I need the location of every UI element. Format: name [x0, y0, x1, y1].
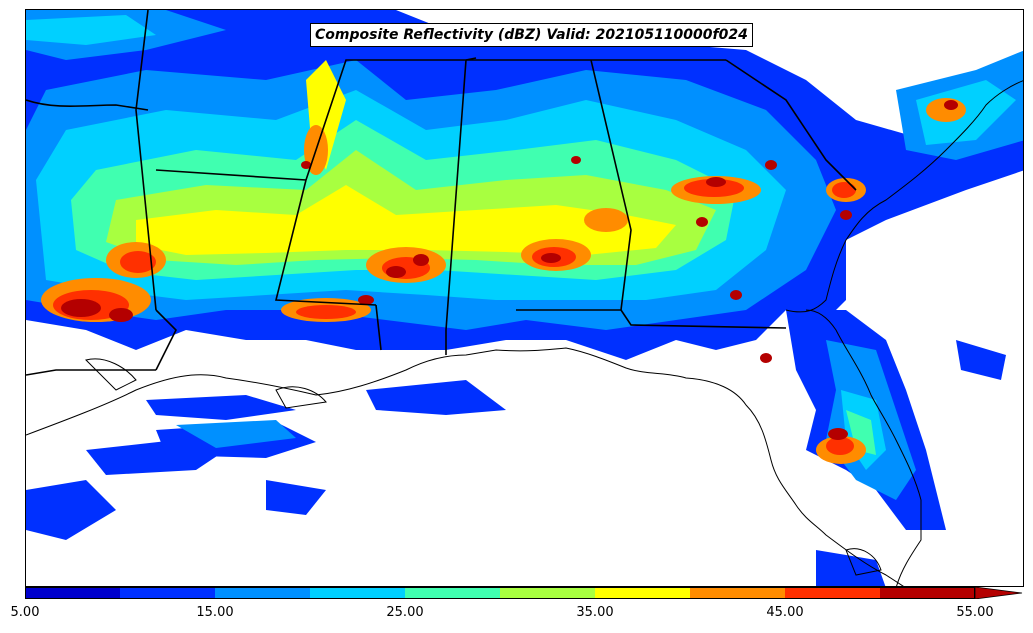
colorbar-segment	[405, 587, 500, 599]
colorbar-extend-arrow	[974, 587, 1023, 599]
map-panel: Composite Reflectivity (dBZ) Valid: 2021…	[25, 9, 1024, 587]
colorbar-tick-label: 25.00	[386, 605, 424, 620]
coastline	[26, 80, 1023, 586]
state-boundaries	[26, 10, 857, 376]
colorbar-segment	[785, 587, 880, 599]
colorbar-segment	[880, 587, 975, 599]
colorbar-tick-labels: 5.00 15.00 25.00 35.00 45.00 55.00	[0, 605, 1033, 625]
colorbar-tick-label: 15.00	[196, 605, 234, 620]
colorbar-tick-label: 45.00	[766, 605, 804, 620]
echo-cells-high	[41, 98, 966, 464]
colorbar	[25, 587, 1023, 599]
colorbar-segment	[120, 587, 215, 599]
colorbar-segment	[310, 587, 405, 599]
colorbar-segment	[595, 587, 690, 599]
reflectivity-map	[26, 10, 1023, 586]
colorbar-tick-label: 55.00	[956, 605, 994, 620]
map-title: Composite Reflectivity (dBZ) Valid: 2021…	[310, 23, 753, 47]
colorbar-outline	[25, 587, 975, 599]
colorbar-segment	[25, 587, 120, 599]
colorbar-segment	[215, 587, 310, 599]
colorbar-segment	[500, 587, 595, 599]
colorbar-segment	[690, 587, 785, 599]
colorbar-tick-label: 35.00	[576, 605, 614, 620]
colorbar-tick-label: 5.00	[10, 605, 40, 620]
